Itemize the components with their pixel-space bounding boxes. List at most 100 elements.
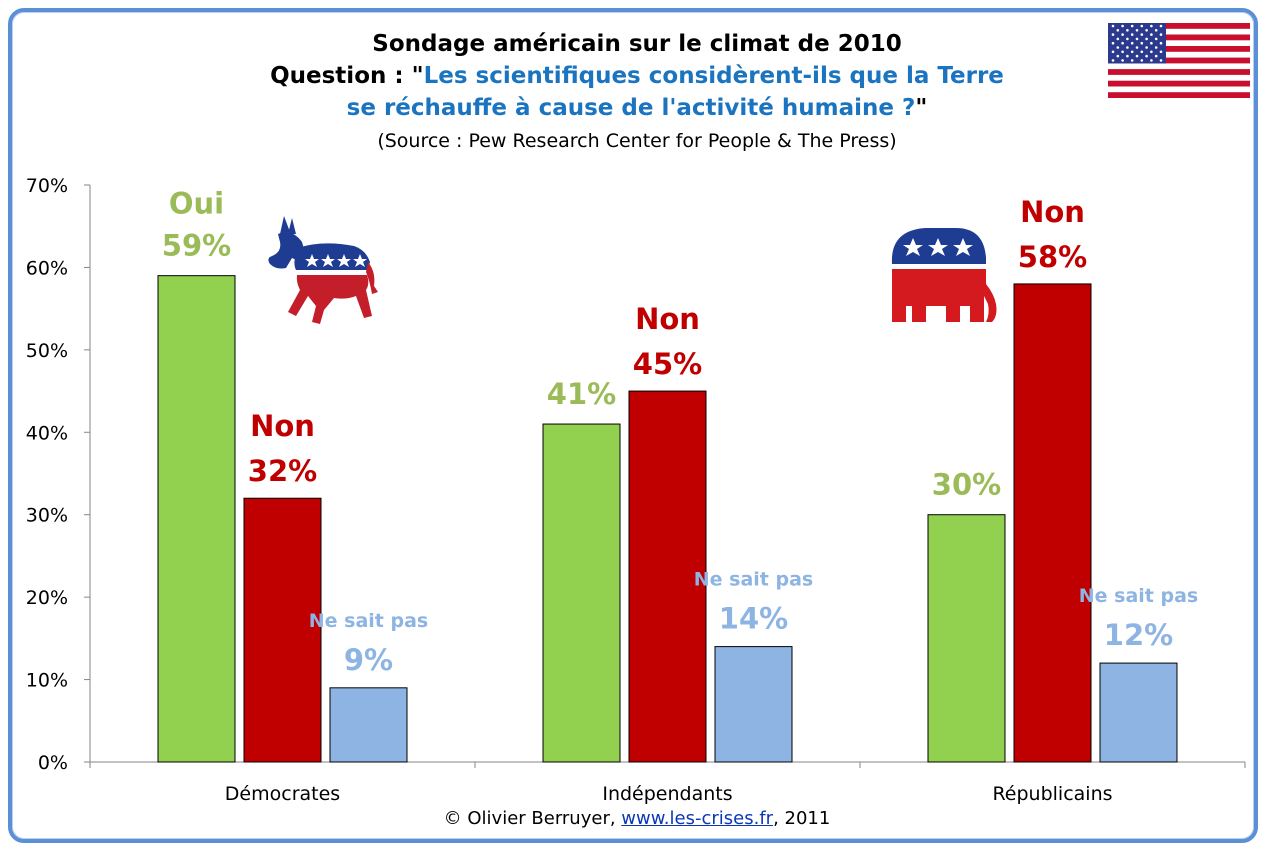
- chart-question-line1: Question : "Les scientifiques considèren…: [0, 60, 1274, 92]
- y-tick-label: 40%: [26, 422, 68, 444]
- flag-star: [1130, 50, 1134, 54]
- x-tick-label: Démocrates: [225, 783, 340, 805]
- bar-oui: [157, 275, 236, 763]
- bar-nsp: [714, 646, 793, 763]
- data-label-name: Oui: [169, 187, 224, 221]
- y-tick-label: 20%: [26, 587, 68, 609]
- y-tick-label: 60%: [26, 257, 68, 279]
- footer-copyright: © Olivier Berruyer,: [443, 808, 622, 829]
- flag-star: [1150, 24, 1153, 28]
- y-tick-label: 0%: [38, 752, 68, 774]
- flag-star: [1130, 59, 1134, 62]
- flag-star: [1154, 29, 1158, 32]
- data-label-name: Ne sait pas: [309, 610, 428, 632]
- flag-star: [1140, 33, 1144, 36]
- flag-star: [1111, 41, 1115, 45]
- question-suffix: ": [915, 95, 928, 121]
- data-label-value: 59%: [162, 229, 231, 263]
- flag-star: [1135, 29, 1139, 32]
- data-label-name: Ne sait pas: [694, 569, 813, 591]
- flag-star: [1121, 50, 1124, 54]
- flag-star: [1121, 59, 1124, 62]
- bar-nsp: [1099, 662, 1178, 763]
- data-label-value: 45%: [633, 347, 702, 381]
- data-label-value: 32%: [248, 454, 317, 488]
- data-label-name: Non: [635, 302, 700, 336]
- democrat-donkey-icon: [268, 216, 378, 324]
- data-label-value: 14%: [719, 602, 788, 636]
- flag-star: [1111, 24, 1115, 28]
- flag-star: [1111, 33, 1115, 36]
- bar-nsp: [329, 687, 408, 763]
- flag-star: [1150, 50, 1153, 54]
- flag-star: [1126, 29, 1129, 32]
- flag-star: [1140, 50, 1144, 54]
- flag-star: [1130, 41, 1134, 45]
- data-label-value: 30%: [932, 468, 1001, 502]
- flag-star: [1150, 33, 1153, 36]
- flag-star: [1159, 33, 1163, 36]
- y-tick-label: 70%: [26, 175, 68, 197]
- flag-star: [1140, 59, 1144, 62]
- question-text-2: se réchauffe à cause de l'activité humai…: [346, 95, 916, 121]
- y-tick-label: 10%: [26, 670, 68, 692]
- flag-star: [1121, 33, 1124, 36]
- flag-star: [1135, 46, 1139, 49]
- chart-footer: © Olivier Berruyer, www.les-crises.fr, 2…: [0, 808, 1274, 829]
- flag-star: [1150, 41, 1153, 45]
- bar-oui: [542, 423, 621, 763]
- us-flag-icon: [1108, 23, 1250, 98]
- flag-star: [1116, 37, 1120, 41]
- flag-star: [1121, 41, 1124, 45]
- flag-star: [1130, 33, 1134, 36]
- flag-star: [1121, 24, 1124, 28]
- flag-star: [1145, 54, 1148, 58]
- data-label-name: Non: [250, 409, 315, 443]
- data-label-value: 12%: [1104, 618, 1173, 652]
- x-tick-label: Républicains: [992, 783, 1112, 805]
- flag-star: [1116, 46, 1120, 49]
- flag-star: [1145, 46, 1148, 49]
- flag-star: [1154, 37, 1158, 41]
- data-label-name: Ne sait pas: [1079, 585, 1198, 607]
- chart-frame: [8, 8, 1258, 843]
- flag-star: [1135, 37, 1139, 41]
- flag-star: [1159, 59, 1163, 62]
- flag-star: [1140, 41, 1144, 45]
- flag-star: [1154, 46, 1158, 49]
- flag-star: [1140, 24, 1144, 28]
- flag-star: [1154, 54, 1158, 58]
- footer-link[interactable]: www.les-crises.fr: [621, 808, 774, 829]
- question-prefix: Question : ": [270, 63, 424, 89]
- flag-star: [1145, 29, 1148, 32]
- data-label-name: Non: [1020, 195, 1085, 229]
- bar-oui: [927, 514, 1006, 763]
- flag-star: [1111, 59, 1115, 62]
- flag-star: [1126, 46, 1129, 49]
- bar-non: [1013, 283, 1092, 763]
- bar-non: [628, 390, 707, 763]
- flag-star: [1159, 24, 1163, 28]
- chart-title-block: Sondage américain sur le climat de 2010 …: [0, 28, 1274, 156]
- flag-star: [1159, 50, 1163, 54]
- y-tick-label: 30%: [26, 505, 68, 527]
- flag-star: [1111, 50, 1115, 54]
- data-label-value: 41%: [547, 377, 616, 411]
- flag-star: [1159, 41, 1163, 45]
- republican-elephant-icon: [891, 228, 997, 322]
- chart-question-line2: se réchauffe à cause de l'activité humai…: [0, 92, 1274, 124]
- flag-star: [1116, 29, 1120, 32]
- flag-star: [1135, 54, 1139, 58]
- y-tick-label: 50%: [26, 340, 68, 362]
- flag-star: [1116, 54, 1120, 58]
- flag-star: [1130, 24, 1134, 28]
- x-tick-label: Indépendants: [602, 783, 732, 805]
- data-label-value: 58%: [1018, 240, 1087, 274]
- flag-star: [1150, 59, 1153, 62]
- chart-title: Sondage américain sur le climat de 2010: [372, 31, 902, 57]
- data-label-value: 9%: [344, 643, 393, 677]
- flag-star: [1126, 37, 1129, 41]
- footer-year: , 2011: [773, 808, 831, 829]
- chart-source: (Source : Pew Research Center for People…: [377, 130, 897, 152]
